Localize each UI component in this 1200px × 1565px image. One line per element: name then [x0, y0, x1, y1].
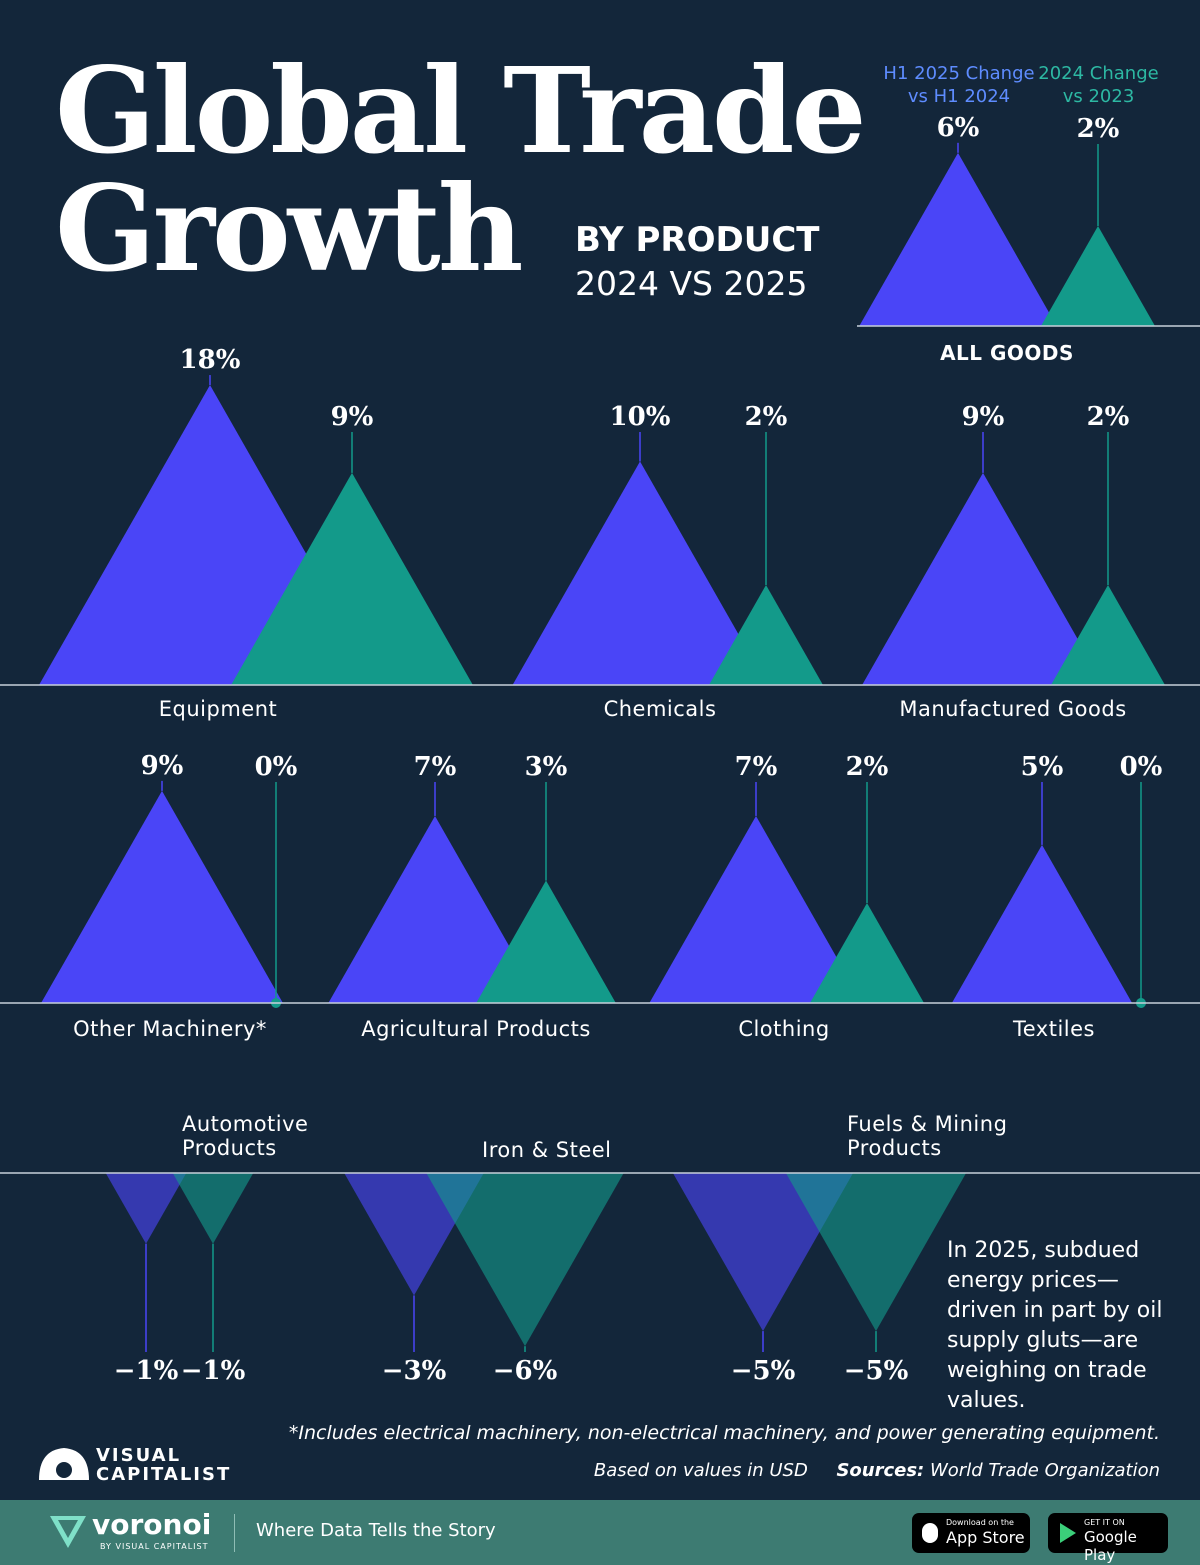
- triangle: [1041, 226, 1155, 326]
- category-label: Clothing: [738, 1017, 829, 1041]
- value-label: 10%: [610, 402, 671, 432]
- footer-logo-sub: BY VISUAL CAPITALIST: [100, 1542, 209, 1551]
- triangle: [709, 585, 823, 685]
- category-label: Fuels & Mining Products: [847, 1112, 1008, 1160]
- value-label: 2%: [1087, 402, 1130, 432]
- category-label: Agricultural Products: [361, 1017, 591, 1041]
- app-store-button[interactable]: Download on the App Store: [912, 1513, 1030, 1553]
- footnote: *Includes electrical machinery, non-elec…: [288, 1422, 1160, 1444]
- category-label: Manufactured Goods: [899, 697, 1126, 721]
- triangle: [426, 1173, 624, 1347]
- footer-bar: voronoi BY VISUAL CAPITALIST Where Data …: [0, 1500, 1200, 1565]
- triangle: [862, 472, 1104, 685]
- annotation: In 2025, subdued energy prices—driven in…: [947, 1238, 1163, 1413]
- button-small: GET IT ON: [1084, 1518, 1125, 1527]
- brand-logo: [39, 1448, 89, 1480]
- source-label: Sources:: [836, 1460, 925, 1481]
- subtitle: BY PRODUCT: [575, 220, 820, 260]
- triangle: [41, 790, 283, 1003]
- value-label: 9%: [141, 751, 184, 781]
- category-label: Other Machinery*: [73, 1017, 267, 1041]
- footer-logo: voronoi: [92, 1508, 212, 1541]
- value-label: −3%: [382, 1356, 447, 1386]
- category-label: Iron & Steel: [482, 1138, 612, 1162]
- triangle: [512, 461, 768, 685]
- subtitle: 2024 VS 2025: [575, 264, 808, 303]
- triangle: [328, 815, 542, 1003]
- triangle: [105, 1173, 187, 1244]
- triangle: [172, 1173, 254, 1244]
- triangle: [476, 880, 616, 1003]
- category-label: Automotive Products: [182, 1112, 309, 1160]
- value-label: 9%: [331, 402, 374, 432]
- triangle: [649, 815, 863, 1003]
- category-label: Equipment: [159, 697, 278, 721]
- tagline: Where Data Tells the Story: [256, 1520, 496, 1541]
- value-label: −6%: [493, 1356, 558, 1386]
- button-text: Google Play: [1084, 1528, 1137, 1564]
- value-label: −5%: [844, 1356, 909, 1386]
- triangle: [785, 1173, 967, 1332]
- value-label: −1%: [181, 1356, 246, 1386]
- category-label: Chemicals: [604, 697, 717, 721]
- legend-entry: H1 2025 Change vs H1 2024: [883, 63, 1035, 107]
- button-text: App Store: [946, 1528, 1025, 1547]
- voronoi-logo: [50, 1516, 86, 1548]
- value-label: 5%: [1021, 752, 1064, 782]
- triangle: [1051, 585, 1165, 685]
- legend-entry: 2024 Change vs 2023: [1038, 63, 1159, 107]
- google-play-button[interactable]: GET IT ON Google Play: [1048, 1513, 1168, 1564]
- source: World Trade Organization: [929, 1460, 1160, 1481]
- value-label: 18%: [180, 345, 241, 375]
- triangle: [231, 472, 473, 685]
- button-small: Download on the: [946, 1518, 1014, 1527]
- triangle: [951, 844, 1133, 1003]
- value-label: 2%: [846, 752, 889, 782]
- triangle: [672, 1173, 854, 1332]
- value-label: 6%: [937, 113, 980, 143]
- chart-title: Global Trade Growth: [55, 41, 867, 298]
- brand: VISUAL CAPITALIST: [96, 1445, 232, 1485]
- note: Based on values in USD: [593, 1460, 808, 1481]
- value-label: 0%: [255, 752, 298, 782]
- value-label: 7%: [735, 752, 778, 782]
- category-label: Textiles: [1012, 1017, 1095, 1041]
- value-label: 7%: [414, 752, 457, 782]
- source-line: Based on values in USD Sources: World Tr…: [594, 1460, 1160, 1481]
- triangle: [810, 903, 924, 1003]
- value-label: 0%: [1120, 752, 1163, 782]
- value-label: 9%: [962, 402, 1005, 432]
- category-label: ALL GOODS: [940, 341, 1074, 365]
- value-label: 3%: [525, 752, 568, 782]
- value-label: 2%: [745, 402, 788, 432]
- value-label: 2%: [1077, 114, 1120, 144]
- triangle: [859, 152, 1057, 326]
- value-label: −1%: [114, 1356, 179, 1386]
- value-label: −5%: [731, 1356, 796, 1386]
